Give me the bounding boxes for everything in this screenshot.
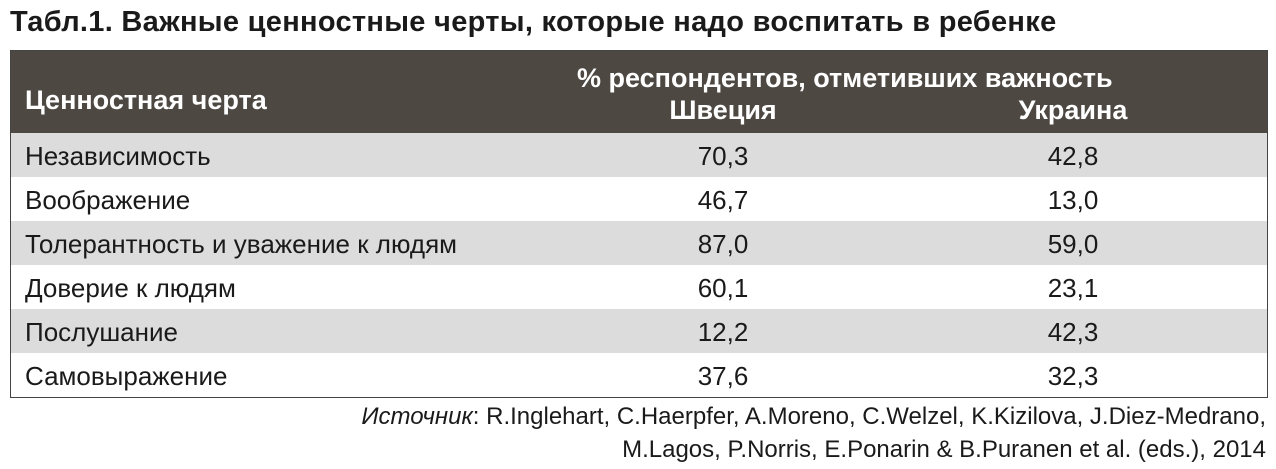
cell-value: 13,0 (1047, 185, 1099, 215)
table-row: Толерантность и уважение к людям 87,0 59,0 (11, 221, 1267, 265)
table-row: Воображение 46,7 13,0 (11, 177, 1267, 221)
table-title: Табл.1. Важные ценностные черты, которые… (10, 6, 1057, 38)
row-label: Толерантность и уважение к людям (25, 229, 458, 259)
cell-value: 32,3 (1047, 361, 1099, 391)
header-label: Ценностная черта (25, 85, 267, 115)
cell-value: 37,6 (697, 361, 749, 391)
table-row: Независимость 70,3 42,8 (11, 133, 1267, 177)
cell-value: 23,1 (1047, 273, 1099, 303)
table-row: Самовыражение 37,6 32,3 (11, 353, 1267, 397)
cell-value: 87,0 (697, 229, 749, 259)
row-label: Послушание (25, 317, 178, 347)
table-row: Послушание 12,2 42,3 (11, 309, 1267, 353)
row-label: Доверие к людям (25, 273, 236, 303)
header-group: % респондентов, отметивших важность (577, 63, 1113, 93)
cell-value: 46,7 (697, 185, 749, 215)
source-label: Источник (361, 403, 473, 430)
cell-value: 60,1 (697, 273, 749, 303)
cell-value: 42,8 (1047, 141, 1099, 171)
table: Ценностная черта % респондентов, отметив… (10, 50, 1268, 398)
cell-value: 59,0 (1047, 229, 1099, 259)
cell-value: 12,2 (697, 317, 749, 347)
header-column: Швеция (669, 95, 777, 125)
source-line: M.Lagos, P.Norris, E.Ponarin & B.Puranen… (622, 436, 1266, 463)
cell-value: 42,3 (1047, 317, 1099, 347)
row-label: Независимость (25, 141, 211, 171)
row-label: Самовыражение (25, 361, 228, 391)
table-row: Доверие к людям 60,1 23,1 (11, 265, 1267, 309)
row-label: Воображение (25, 185, 191, 215)
source-text: : R.Inglehart, C.Haerpfer, A.Moreno, C.W… (472, 403, 1266, 430)
header-column: Украина (1018, 95, 1128, 125)
source-note: Источник: R.Inglehart, C.Haerpfer, A.Mor… (361, 400, 1266, 466)
table-header: Ценностная черта % респондентов, отметив… (11, 51, 1267, 133)
source-line: Источник: R.Inglehart, C.Haerpfer, A.Mor… (361, 400, 1266, 433)
cell-value: 70,3 (697, 141, 749, 171)
